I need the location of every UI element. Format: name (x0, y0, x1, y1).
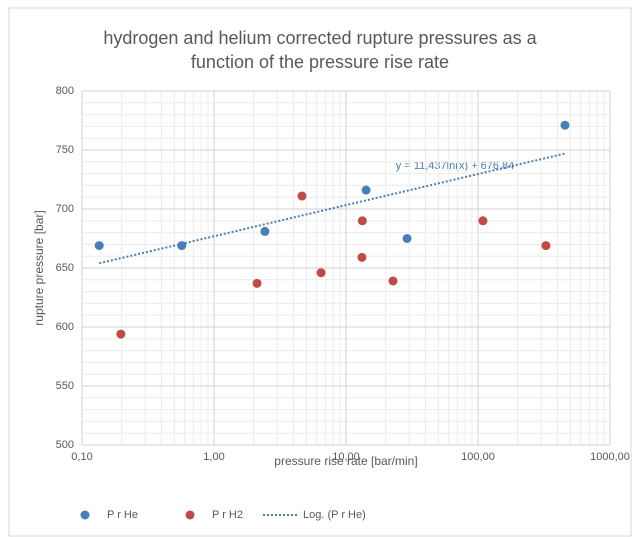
data-point (252, 278, 262, 288)
chart-frame (8, 7, 632, 537)
x-tick-label: 100,00 (461, 451, 495, 463)
y-tick-label: 550 (56, 380, 74, 392)
y-tick-label: 750 (56, 144, 74, 156)
legend-swatch (80, 510, 90, 520)
data-point (94, 241, 104, 251)
data-point (357, 252, 367, 262)
y-tick-label: 650 (56, 262, 74, 274)
data-point (478, 216, 488, 226)
data-point (357, 216, 367, 226)
data-point (316, 268, 326, 278)
data-point (260, 226, 270, 236)
data-point (388, 276, 398, 286)
data-point (402, 234, 412, 243)
legend-label: P r He (107, 509, 138, 521)
data-point (177, 241, 187, 251)
legend-label: P r H2 (212, 509, 243, 521)
y-tick-label: 800 (56, 85, 74, 97)
x-axis-label: pressure rise rate [bar/min] (274, 454, 417, 468)
data-point (541, 241, 551, 251)
y-axis-label: rupture pressure [bar] (32, 210, 46, 325)
data-point (361, 185, 371, 195)
x-tick-label: 10,00 (332, 451, 360, 463)
data-point (116, 329, 126, 339)
data-point (560, 120, 570, 130)
y-tick-label: 500 (56, 439, 74, 451)
x-tick-label: 1000,00 (590, 451, 630, 463)
data-point (297, 191, 307, 201)
legend-label: Log. (P r He) (303, 509, 366, 521)
x-tick-label: 1,00 (203, 451, 224, 463)
y-tick-label: 600 (56, 321, 74, 333)
x-tick-label: 0,10 (71, 451, 92, 463)
legend-swatch (185, 510, 195, 520)
y-tick-label: 700 (56, 203, 74, 215)
chart-title: hydrogen and helium corrected rupture pr… (103, 28, 537, 72)
